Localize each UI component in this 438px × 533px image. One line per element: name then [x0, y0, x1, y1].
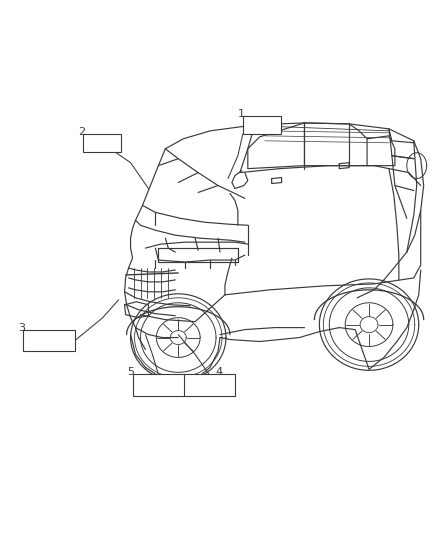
Bar — [83, 134, 120, 152]
Bar — [183, 374, 235, 396]
Bar — [23, 329, 75, 351]
Text: 3: 3 — [18, 322, 25, 333]
Text: 2: 2 — [78, 127, 85, 137]
Bar — [133, 374, 184, 396]
Bar — [243, 116, 281, 134]
Text: 5: 5 — [127, 367, 134, 377]
Text: 1: 1 — [238, 109, 245, 119]
Text: 4: 4 — [215, 367, 222, 377]
